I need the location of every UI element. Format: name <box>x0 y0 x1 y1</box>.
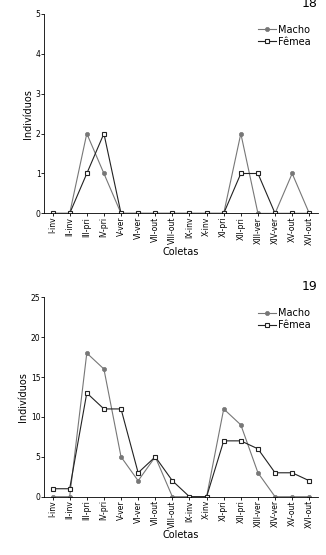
Macho <box>256 470 260 476</box>
Fêmea <box>290 470 294 476</box>
Fêmea <box>239 437 243 444</box>
Macho <box>136 210 140 217</box>
Macho <box>307 493 311 500</box>
Fêmea <box>239 170 243 177</box>
Fêmea <box>307 210 311 217</box>
Line: Fêmea: Fêmea <box>51 132 311 215</box>
Macho <box>85 350 89 356</box>
Macho <box>102 170 106 177</box>
Macho <box>273 210 277 217</box>
Fêmea <box>85 390 89 396</box>
X-axis label: Coletas: Coletas <box>163 246 199 256</box>
Y-axis label: Indivíduos: Indivíduos <box>23 89 33 139</box>
Fêmea <box>187 210 191 217</box>
Macho <box>239 130 243 137</box>
Macho <box>153 453 157 460</box>
Fêmea <box>170 210 174 217</box>
Fêmea <box>256 446 260 452</box>
Macho <box>170 493 174 500</box>
Macho <box>222 210 226 217</box>
Legend: Macho, Fêmea: Macho, Fêmea <box>256 23 313 48</box>
Line: Macho: Macho <box>51 351 311 499</box>
Fêmea <box>187 493 191 500</box>
Fêmea <box>102 406 106 412</box>
Macho <box>68 493 72 500</box>
Macho <box>119 453 123 460</box>
Macho <box>290 170 294 177</box>
Fêmea <box>51 210 54 217</box>
Legend: Macho, Fêmea: Macho, Fêmea <box>256 306 313 332</box>
Line: Macho: Macho <box>51 132 311 215</box>
Fêmea <box>222 210 226 217</box>
Macho <box>205 210 209 217</box>
X-axis label: Coletas: Coletas <box>163 530 199 540</box>
Fêmea <box>290 210 294 217</box>
Fêmea <box>222 437 226 444</box>
Fêmea <box>273 210 277 217</box>
Y-axis label: Indivíduos: Indivíduos <box>18 372 28 422</box>
Macho <box>51 493 54 500</box>
Fêmea <box>119 406 123 412</box>
Macho <box>307 210 311 217</box>
Macho <box>51 210 54 217</box>
Text: 19: 19 <box>302 280 318 293</box>
Line: Fêmea: Fêmea <box>51 391 311 499</box>
Macho <box>102 366 106 372</box>
Macho <box>256 210 260 217</box>
Macho <box>273 493 277 500</box>
Fêmea <box>153 453 157 460</box>
Fêmea <box>51 486 54 492</box>
Fêmea <box>153 210 157 217</box>
Fêmea <box>102 130 106 137</box>
Fêmea <box>170 477 174 484</box>
Macho <box>187 210 191 217</box>
Fêmea <box>205 493 209 500</box>
Macho <box>170 210 174 217</box>
Macho <box>68 210 72 217</box>
Macho <box>222 406 226 412</box>
Fêmea <box>205 210 209 217</box>
Macho <box>187 493 191 500</box>
Fêmea <box>136 210 140 217</box>
Text: 18: 18 <box>302 0 318 10</box>
Fêmea <box>119 210 123 217</box>
Macho <box>119 210 123 217</box>
Macho <box>153 210 157 217</box>
Macho <box>205 493 209 500</box>
Fêmea <box>256 170 260 177</box>
Macho <box>290 493 294 500</box>
Macho <box>136 477 140 484</box>
Macho <box>239 422 243 428</box>
Macho <box>85 130 89 137</box>
Fêmea <box>85 170 89 177</box>
Fêmea <box>68 486 72 492</box>
Fêmea <box>136 470 140 476</box>
Fêmea <box>68 210 72 217</box>
Fêmea <box>273 470 277 476</box>
Fêmea <box>307 477 311 484</box>
